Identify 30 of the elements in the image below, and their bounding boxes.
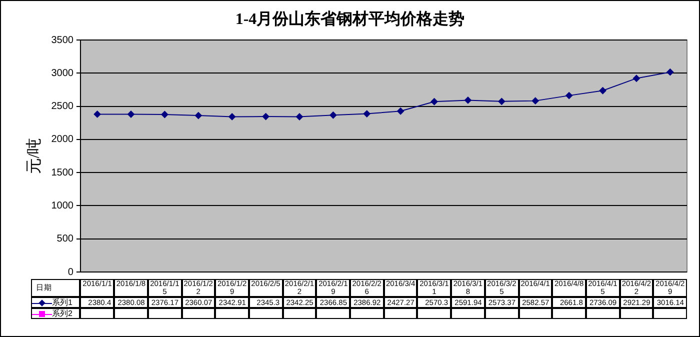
y-tick-label: 1000 xyxy=(51,200,74,212)
point xyxy=(228,113,236,120)
y-tick-label: 1500 xyxy=(51,167,74,178)
point xyxy=(599,87,606,94)
y-tick-label: 2000 xyxy=(51,134,74,146)
y-tick-label: 0 xyxy=(68,266,74,278)
point xyxy=(464,96,472,104)
point xyxy=(262,113,270,120)
point xyxy=(94,110,101,118)
point xyxy=(532,97,539,104)
point xyxy=(632,74,640,82)
point xyxy=(161,110,168,118)
y-tick-label: 3500 xyxy=(51,34,74,46)
point xyxy=(296,113,303,120)
chart-title: 1-4月份山东省钢材平均价格走势 xyxy=(234,9,466,30)
point xyxy=(498,98,506,105)
y-tick-label: 3000 xyxy=(51,68,74,79)
point xyxy=(566,92,573,100)
point xyxy=(330,112,337,119)
point xyxy=(397,108,404,115)
y-axis-title: 元/吨 xyxy=(24,138,43,174)
point xyxy=(666,68,674,76)
point xyxy=(127,110,134,118)
point xyxy=(430,98,438,106)
point xyxy=(363,110,370,118)
legend-label: 系列2 xyxy=(52,309,72,318)
point xyxy=(194,112,202,120)
y-tick-label: 2500 xyxy=(51,101,74,112)
legend-label: 系列1 xyxy=(52,298,72,307)
y-tick-label: 500 xyxy=(56,234,74,245)
